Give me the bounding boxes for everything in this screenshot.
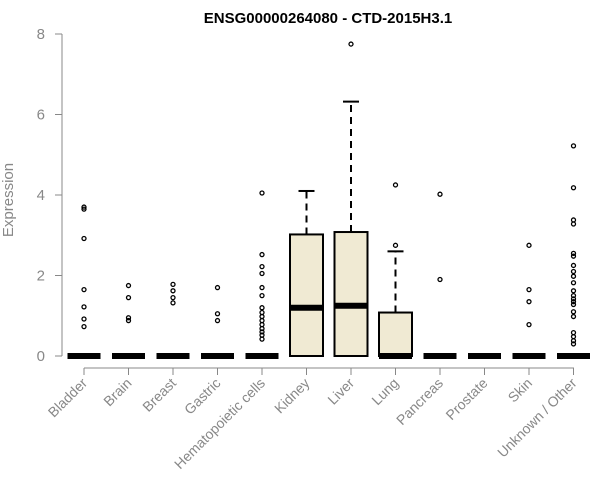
outlier-point xyxy=(570,313,577,320)
outlier-point xyxy=(570,221,577,227)
y-ticks: 0 2 4 6 8 xyxy=(37,26,62,365)
outlier-point xyxy=(570,296,577,302)
box-group xyxy=(156,281,190,359)
y-tick-label: 2 xyxy=(37,268,45,285)
outlier-point xyxy=(526,242,532,248)
outlier-point xyxy=(570,299,577,305)
outlier-point xyxy=(259,325,265,332)
outlier-point xyxy=(348,41,354,47)
chart-title: ENSG00000264080 - CTD-2015H3.1 xyxy=(204,10,452,27)
outlier-point xyxy=(259,284,265,291)
x-tick-label: Prostate xyxy=(442,375,490,423)
y-tick-label: 0 xyxy=(37,348,45,365)
outlier-point xyxy=(526,286,532,293)
outlier-point xyxy=(81,316,87,322)
outlier-point xyxy=(170,300,176,306)
box-group xyxy=(423,191,457,359)
outlier-point xyxy=(81,323,87,330)
outlier-point xyxy=(392,182,399,188)
outlier-point xyxy=(259,190,265,196)
outlier-point xyxy=(570,338,577,344)
box-group xyxy=(245,190,279,359)
outlier-point xyxy=(125,282,132,289)
outlier-point xyxy=(81,235,87,242)
y-tick-label: 6 xyxy=(37,107,45,124)
outlier-point xyxy=(570,301,577,308)
outlier-point xyxy=(570,268,577,275)
outlier-point xyxy=(570,250,577,257)
outlier-point xyxy=(259,263,265,270)
box-iqr xyxy=(378,311,413,357)
outlier-point xyxy=(81,286,87,293)
outlier-point xyxy=(259,251,265,258)
box-group xyxy=(201,284,234,359)
x-tick-label: Breast xyxy=(139,375,179,415)
outlier-point xyxy=(437,276,443,283)
outlier-point xyxy=(170,281,176,288)
outlier-point xyxy=(125,294,132,301)
box-group xyxy=(557,143,590,359)
box-group xyxy=(333,41,369,357)
outlier-point xyxy=(526,321,532,328)
outlier-point xyxy=(259,329,265,335)
box-iqr xyxy=(333,231,369,357)
box-group xyxy=(67,204,101,359)
outlier-point xyxy=(526,299,532,305)
y-axis-label: Expression xyxy=(0,163,17,237)
x-tick-label: Gastric xyxy=(181,375,224,418)
outlier-point xyxy=(570,341,577,347)
box-group xyxy=(112,282,145,359)
outlier-point xyxy=(570,309,577,315)
box-group xyxy=(512,242,546,359)
outlier-point xyxy=(570,292,577,299)
x-tick-label: Liver xyxy=(324,375,357,408)
x-tick-label: Lung xyxy=(368,375,401,408)
outlier-point xyxy=(125,315,132,321)
outlier-point xyxy=(392,242,399,248)
outlier-point xyxy=(570,143,577,149)
outlier-point xyxy=(570,288,577,294)
outlier-point xyxy=(570,185,577,191)
outlier-point xyxy=(170,288,176,294)
outlier-point xyxy=(214,317,221,324)
outlier-point xyxy=(570,273,577,279)
box-group xyxy=(378,182,413,359)
outlier-point xyxy=(570,253,577,259)
y-tick-label: 8 xyxy=(37,26,45,43)
outlier-point xyxy=(81,204,87,210)
outlier-point xyxy=(125,317,132,324)
x-tick-label: Pancreas xyxy=(393,375,446,428)
box-group xyxy=(289,189,324,358)
outlier-point xyxy=(259,336,265,342)
outlier-point xyxy=(170,294,176,301)
outlier-point xyxy=(570,280,577,286)
outlier-point xyxy=(570,262,577,269)
outlier-point xyxy=(259,292,265,299)
x-tick-label: Unknown / Other xyxy=(494,375,580,461)
outlier-point xyxy=(81,206,87,212)
x-tick-label: Brain xyxy=(100,375,134,409)
outlier-point xyxy=(214,284,221,291)
box-iqr xyxy=(289,233,324,358)
outlier-point xyxy=(214,311,221,317)
outlier-point xyxy=(259,305,265,311)
x-tick-label: Skin xyxy=(505,375,536,406)
x-tick-label: Kidney xyxy=(271,375,313,417)
x-tick-label: Bladder xyxy=(45,375,91,421)
outlier-point xyxy=(81,304,87,310)
outlier-point xyxy=(437,191,443,197)
outlier-point xyxy=(259,270,265,277)
boxes xyxy=(67,41,590,359)
y-tick-label: 4 xyxy=(37,187,45,204)
